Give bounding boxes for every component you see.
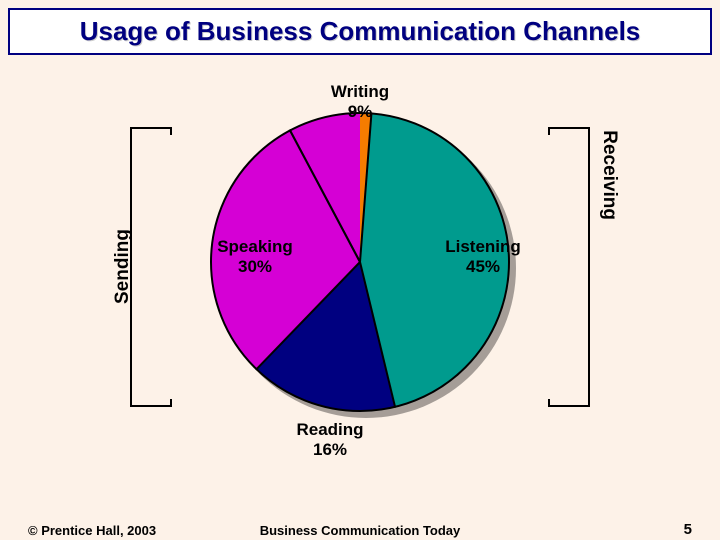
chart-area: Sending Receiving Writing9% Listening45% R… [0, 72, 720, 492]
title-bar: Usage of Business Communication Channels [8, 8, 712, 55]
footer: © Prentice Hall, 2003 Business Communica… [0, 514, 720, 538]
side-label-sending: Sending [112, 229, 134, 304]
bracket-sending [130, 127, 170, 407]
slice-label-writing: Writing9% [310, 82, 410, 121]
slice-label-listening: Listening45% [433, 237, 533, 276]
footer-page-number: 5 [684, 521, 692, 538]
slice-label-speaking: Speaking30% [205, 237, 305, 276]
footer-book-title: Business Communication Today [0, 523, 720, 538]
bracket-receiving [550, 127, 590, 407]
page-title: Usage of Business Communication Channels [20, 16, 700, 47]
side-label-receiving: Receiving [598, 130, 620, 220]
slice-label-reading: Reading16% [280, 420, 380, 459]
